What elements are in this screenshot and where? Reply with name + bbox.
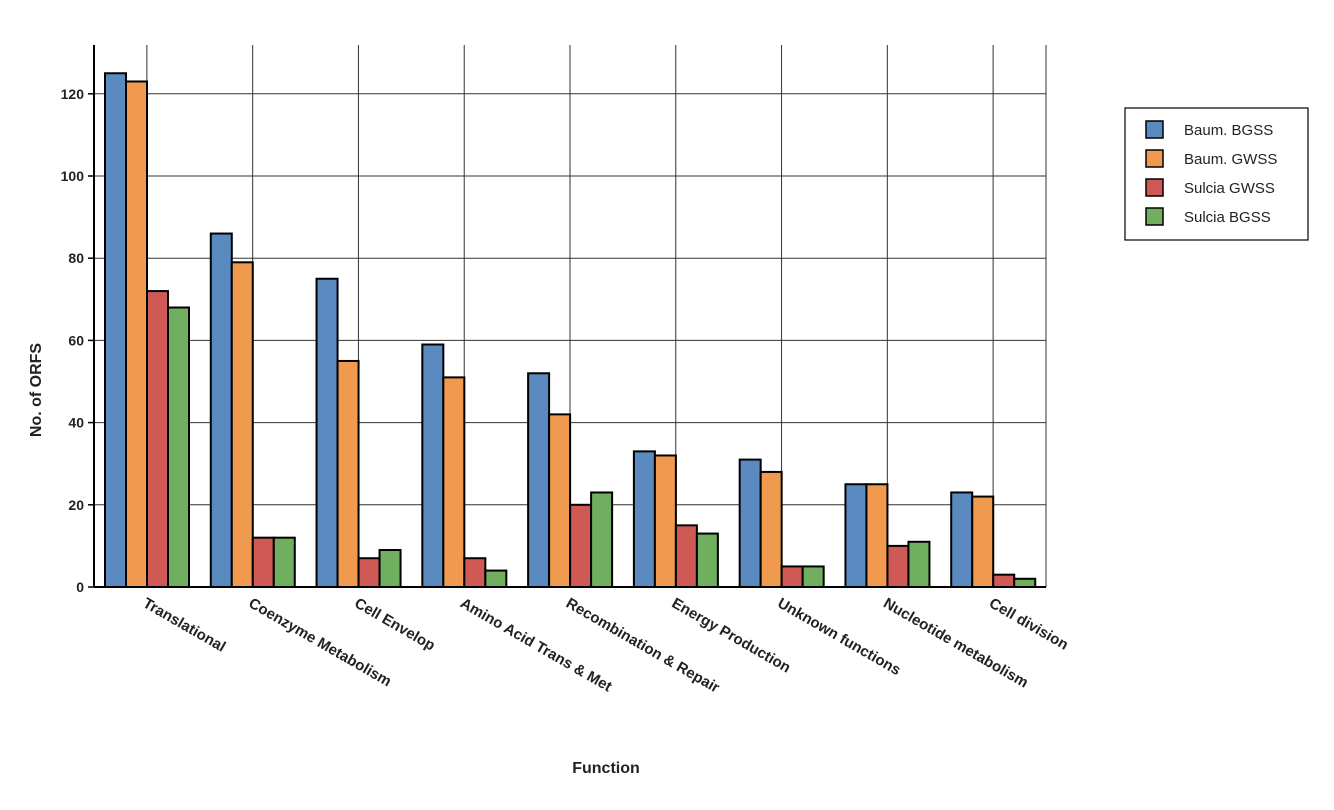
- y-tick-labels: 0 20 40 60 80 100 120: [61, 86, 94, 595]
- bar: [442, 376, 466, 589]
- bar: [230, 261, 254, 588]
- bar: [378, 549, 402, 589]
- y-tick-label: 100: [61, 168, 85, 184]
- bar: [590, 491, 614, 588]
- bar: [653, 454, 677, 589]
- legend-swatch: [1145, 149, 1164, 168]
- legend: Baum. BGSS Baum. GWSS Sulcia GWSS Sulcia BG…: [1124, 107, 1309, 241]
- bar: [484, 569, 508, 588]
- legend-label: Baum. BGSS: [1184, 122, 1273, 139]
- y-axis-title: No. of ORFS: [28, 343, 45, 438]
- bar: [632, 450, 656, 588]
- bar: [674, 524, 698, 588]
- bar: [950, 491, 974, 588]
- bar: [738, 458, 762, 588]
- bar: [569, 503, 593, 588]
- bar: [886, 544, 910, 589]
- bar: [357, 557, 381, 588]
- bar: [971, 495, 995, 588]
- bar: [844, 483, 868, 588]
- bar: [463, 557, 487, 588]
- legend-swatch: [1145, 120, 1164, 139]
- bar: [992, 573, 1016, 588]
- bar: [315, 277, 339, 588]
- bar: [695, 532, 719, 589]
- bar: [146, 290, 169, 588]
- bar: [527, 372, 551, 588]
- y-tick-label: 80: [68, 250, 84, 266]
- bars: [104, 72, 1037, 589]
- legend-label: Baum. GWSS: [1184, 151, 1277, 168]
- bar: [548, 413, 572, 588]
- legend-swatch: [1145, 178, 1164, 197]
- bar: [251, 536, 275, 588]
- y-tick-label: 120: [61, 86, 85, 102]
- bar: [865, 483, 889, 588]
- bar: [421, 343, 445, 589]
- axes: [93, 45, 1046, 588]
- x-tick-label: Cell division: [986, 595, 1071, 654]
- x-axis-title: Function: [572, 760, 640, 777]
- bar: [167, 306, 190, 588]
- bar: [104, 72, 127, 588]
- bar: [1013, 577, 1037, 589]
- y-tick-label: 20: [68, 497, 84, 513]
- legend-swatch: [1145, 207, 1164, 226]
- y-tick-label: 0: [76, 579, 84, 595]
- bar: [336, 359, 360, 589]
- y-tick-label: 60: [68, 332, 84, 348]
- y-tick-label: 40: [68, 415, 84, 431]
- bar: [907, 540, 931, 588]
- bar: [759, 470, 783, 589]
- legend-label: Sulcia GWSS: [1184, 180, 1275, 197]
- bar: [801, 565, 825, 589]
- bar: [125, 80, 148, 588]
- x-tick-label: Cell Envelop: [351, 595, 437, 655]
- x-tick-label: Translational: [140, 595, 229, 656]
- bar: [272, 536, 296, 588]
- bar: [209, 232, 233, 588]
- legend-label: Sulcia BGSS: [1184, 209, 1271, 226]
- bar: [780, 565, 804, 589]
